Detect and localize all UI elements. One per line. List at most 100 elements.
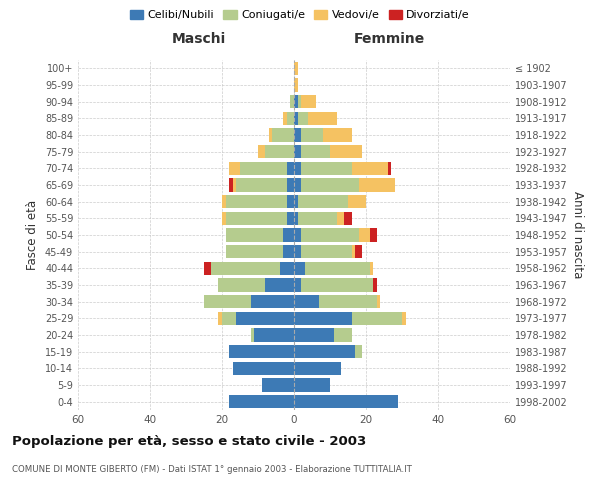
Bar — [330, 145, 362, 158]
Bar — [352, 162, 388, 175]
Bar — [204, 262, 211, 275]
Bar — [355, 245, 362, 258]
Bar — [370, 262, 373, 275]
Text: COMUNE DI MONTE GIBERTO (FM) - Dati ISTAT 1° gennaio 2003 - Elaborazione TUTTITA: COMUNE DI MONTE GIBERTO (FM) - Dati ISTA… — [12, 465, 412, 474]
Bar — [226, 212, 287, 225]
Bar — [262, 378, 294, 392]
Bar — [294, 345, 355, 358]
Bar — [402, 312, 406, 325]
Bar — [283, 112, 287, 125]
Y-axis label: Anni di nascita: Anni di nascita — [571, 192, 584, 278]
Text: Maschi: Maschi — [172, 32, 226, 46]
Bar — [305, 262, 370, 275]
Bar — [283, 245, 294, 258]
Bar — [294, 195, 298, 208]
Bar — [301, 95, 316, 108]
Bar — [334, 328, 352, 342]
Bar — [301, 228, 359, 241]
Bar — [240, 162, 287, 175]
Bar — [229, 162, 240, 175]
Bar — [294, 262, 305, 275]
Bar — [265, 145, 294, 158]
Bar — [301, 278, 373, 291]
Bar — [298, 95, 301, 108]
Text: Popolazione per età, sesso e stato civile - 2003: Popolazione per età, sesso e stato civil… — [12, 435, 366, 448]
Bar — [352, 312, 402, 325]
Bar — [222, 212, 226, 225]
Bar — [287, 212, 294, 225]
Bar — [251, 295, 294, 308]
Bar — [272, 128, 294, 141]
Bar — [226, 228, 283, 241]
Bar — [294, 245, 301, 258]
Legend: Celibi/Nubili, Coniugati/e, Vedovi/e, Divorziati/e: Celibi/Nubili, Coniugati/e, Vedovi/e, Di… — [125, 6, 475, 25]
Bar — [280, 262, 294, 275]
Bar — [323, 128, 352, 141]
Bar — [301, 128, 323, 141]
Bar — [294, 95, 298, 108]
Bar — [298, 212, 337, 225]
Bar — [222, 312, 236, 325]
Bar — [352, 245, 355, 258]
Bar — [251, 328, 254, 342]
Bar — [287, 178, 294, 192]
Bar — [287, 195, 294, 208]
Bar — [233, 178, 236, 192]
Bar — [226, 195, 287, 208]
Bar — [294, 328, 334, 342]
Bar — [301, 245, 352, 258]
Bar — [269, 128, 272, 141]
Bar — [254, 328, 294, 342]
Bar — [301, 162, 352, 175]
Bar — [294, 178, 301, 192]
Bar — [294, 295, 319, 308]
Bar — [258, 145, 265, 158]
Bar — [218, 312, 222, 325]
Bar — [294, 162, 301, 175]
Bar — [359, 228, 370, 241]
Bar — [373, 278, 377, 291]
Bar — [229, 345, 294, 358]
Bar — [308, 112, 337, 125]
Bar — [294, 395, 398, 408]
Bar — [337, 212, 344, 225]
Bar — [265, 278, 294, 291]
Bar — [236, 178, 287, 192]
Bar — [229, 395, 294, 408]
Bar — [222, 195, 226, 208]
Bar — [294, 362, 341, 375]
Bar — [355, 345, 362, 358]
Bar — [359, 178, 395, 192]
Bar — [294, 378, 330, 392]
Bar — [294, 212, 298, 225]
Bar — [290, 95, 294, 108]
Bar — [233, 362, 294, 375]
Bar — [294, 145, 301, 158]
Bar — [283, 228, 294, 241]
Bar — [298, 112, 308, 125]
Bar — [294, 128, 301, 141]
Bar — [287, 162, 294, 175]
Bar — [287, 112, 294, 125]
Bar — [236, 312, 294, 325]
Bar — [319, 295, 377, 308]
Bar — [204, 295, 251, 308]
Y-axis label: Fasce di età: Fasce di età — [26, 200, 39, 270]
Bar — [301, 145, 330, 158]
Bar — [294, 228, 301, 241]
Bar — [211, 262, 280, 275]
Text: Femmine: Femmine — [353, 32, 425, 46]
Bar — [298, 195, 348, 208]
Bar — [348, 195, 366, 208]
Bar — [294, 62, 298, 75]
Bar — [226, 245, 283, 258]
Bar — [294, 278, 301, 291]
Bar — [218, 278, 265, 291]
Bar — [301, 178, 359, 192]
Bar — [377, 295, 380, 308]
Bar — [294, 312, 352, 325]
Bar — [370, 228, 377, 241]
Bar — [388, 162, 391, 175]
Bar — [294, 78, 298, 92]
Bar — [344, 212, 352, 225]
